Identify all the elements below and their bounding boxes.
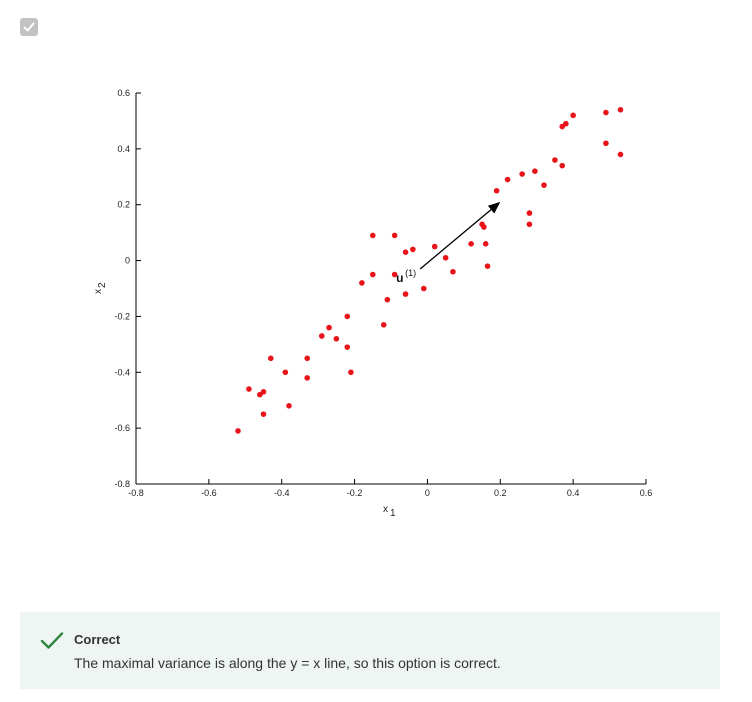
y-tick-label: 0.6 xyxy=(117,88,130,98)
y-tick-label: -0.4 xyxy=(114,367,130,377)
y-axis-label: x xyxy=(93,289,104,294)
data-point xyxy=(532,168,538,174)
y-tick-label: 0 xyxy=(125,256,130,266)
data-point xyxy=(391,232,398,239)
data-point xyxy=(402,291,409,297)
data-point xyxy=(318,333,325,339)
data-point xyxy=(402,249,409,255)
checkmark-icon xyxy=(40,632,64,649)
data-point xyxy=(304,355,311,362)
data-point xyxy=(617,151,624,158)
data-point xyxy=(468,241,474,247)
x-tick-label: -0.4 xyxy=(274,488,290,498)
data-point xyxy=(482,241,489,247)
x-axis-label-subscript: 1 xyxy=(390,508,396,519)
data-point xyxy=(552,157,558,163)
arrow-head xyxy=(487,201,501,214)
data-point xyxy=(304,375,311,381)
x-tick-label: 0 xyxy=(425,488,430,498)
data-point xyxy=(391,271,398,278)
x-tick-label: -0.6 xyxy=(201,488,217,498)
data-point xyxy=(526,221,533,228)
data-point xyxy=(326,324,332,331)
data-point xyxy=(260,389,267,395)
check-icon xyxy=(23,22,35,32)
y-tick-label: -0.6 xyxy=(114,423,130,433)
data-point xyxy=(260,411,267,417)
data-point xyxy=(450,268,456,275)
data-point xyxy=(420,285,427,292)
data-point xyxy=(333,335,340,342)
data-point xyxy=(481,224,487,230)
arrow-label-superscript: (1) xyxy=(405,268,416,278)
data-point xyxy=(344,313,351,320)
x-tick-label: -0.2 xyxy=(347,488,363,498)
y-tick-label: -0.2 xyxy=(114,311,130,321)
data-point xyxy=(282,369,289,376)
data-point xyxy=(369,232,376,239)
data-point xyxy=(246,386,252,392)
y-tick-label: -0.8 xyxy=(114,479,130,489)
data-point xyxy=(431,243,438,250)
data-point xyxy=(348,369,354,376)
data-point xyxy=(493,187,500,194)
data-point xyxy=(541,182,547,188)
arrow-shaft xyxy=(419,209,492,270)
data-point xyxy=(603,109,609,116)
data-point xyxy=(484,263,491,269)
feedback-message: The maximal variance is along the y = x … xyxy=(74,655,501,671)
y-axis-label-subscript: 2 xyxy=(97,282,108,288)
x-axis-label: x xyxy=(383,504,388,515)
x-tick-label: 0.6 xyxy=(640,488,653,498)
data-point xyxy=(617,106,624,113)
arrow-label: u xyxy=(396,271,403,285)
data-point xyxy=(344,344,351,350)
x-tick-label: -0.8 xyxy=(128,488,144,498)
data-point xyxy=(267,355,274,362)
data-point xyxy=(519,171,525,177)
feedback-panel: Correct The maximal variance is along th… xyxy=(20,612,720,689)
data-point xyxy=(526,210,533,216)
y-tick-label: 0.2 xyxy=(117,200,130,210)
data-point xyxy=(380,322,387,328)
data-point xyxy=(504,176,511,183)
data-point xyxy=(369,271,376,278)
answer-checkbox[interactable] xyxy=(20,18,38,36)
data-point xyxy=(570,112,576,119)
feedback-status: Correct xyxy=(74,632,121,647)
y-axis-label-group: x2 xyxy=(93,282,108,294)
scatter-chart: -0.8 -0.6 -0.4 -0.2 0 0.2 0.4 0.6 -0.8 -0.6 -0.4 -0… xyxy=(93,88,653,519)
y-tick-label: 0.4 xyxy=(117,144,130,154)
x-tick-label: 0.4 xyxy=(567,488,580,498)
data-point xyxy=(286,403,292,409)
data-point xyxy=(442,254,449,261)
x-tick-label: 0.2 xyxy=(494,488,507,498)
data-point xyxy=(235,428,241,434)
data-point xyxy=(563,120,569,127)
data-point xyxy=(359,280,365,286)
data-point xyxy=(603,140,609,147)
data-point xyxy=(384,296,391,303)
data-point xyxy=(410,246,416,253)
data-point xyxy=(559,162,566,169)
